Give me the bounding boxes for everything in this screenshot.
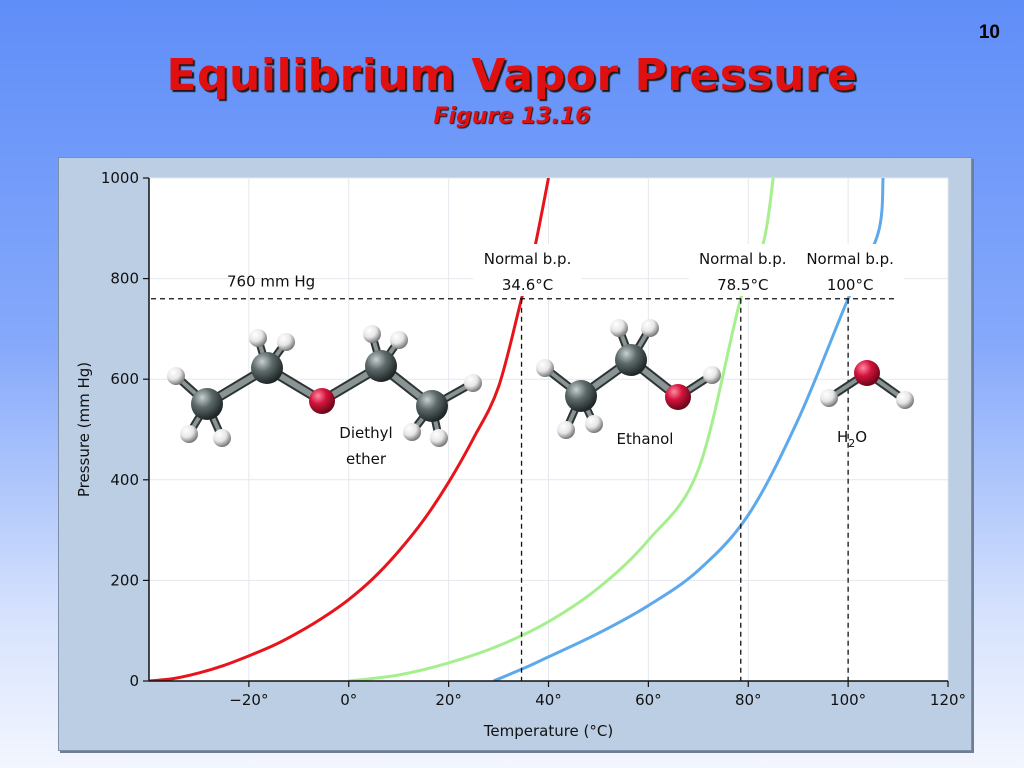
molecule-label-water: H2O [837,428,867,450]
hydrogen-atom [180,425,198,443]
molecule-label-ethanol: Ethanol [617,430,674,448]
hydrogen-atom [703,366,721,384]
boiling-point-label-line1: Normal b.p. [806,250,894,268]
hydrogen-atom [464,374,482,392]
tick-labels: 0 200 400 600 800 1000 −20° 0° 20° 40° 60° 80° 100° 1… [75,169,966,740]
molecule-label-water-sub: 2 [848,437,855,450]
y-tick-label: 400 [110,471,139,489]
x-tick-label: 0° [340,691,357,709]
series-line-0 [149,178,550,681]
boiling-point-label-line2: 78.5°C [717,276,768,294]
boiling-point-label-line2: 100°C [827,276,874,294]
molecules [167,319,914,447]
boiling-point-label-bg [473,244,582,296]
annotations: 760 mm Hg Normal b.p. 34.6°C Normal b.p. 78.… [227,244,905,468]
carbon-atom [251,352,283,384]
y-tick-label: 0 [129,672,139,690]
vapor-pressure-chart: 0 200 400 600 800 1000 −20° 0° 20° 40° 60° 80° 100° 1… [75,169,966,740]
x-tick-label: 20° [435,691,462,709]
hydrogen-atom [641,319,659,337]
hydrogen-atom [277,333,295,351]
hydrogen-atom [390,331,408,349]
x-tick-label: 40° [535,691,562,709]
hydrogen-atom [820,389,838,407]
y-tick-label: 1000 [101,169,139,187]
slide-number: 10 [978,22,1000,43]
y-tick-label: 200 [110,571,139,589]
hydrogen-atom [249,329,267,347]
molecule-label-water-o: O [855,428,867,446]
hydrogen-atom [536,359,554,377]
hydrogen-atom [585,415,603,433]
carbon-atom [191,388,223,420]
molecule-label-diethyl-line2: ether [346,450,387,468]
boiling-point-label-line1: Normal b.p. [484,250,572,268]
carbon-atom [565,380,597,412]
hydrogen-atom [167,367,185,385]
figure-panel: 0 200 400 600 800 1000 −20° 0° 20° 40° 60° 80° 100° 1… [58,157,972,751]
y-tick-label: 800 [110,270,139,288]
x-tick-label: 100° [830,691,866,709]
hydrogen-atom [610,319,628,337]
oxygen-atom [665,384,691,410]
axes [143,177,949,687]
oxygen-atom [309,388,335,414]
slide-title: Equilibrium Vapor Pressure [166,50,858,101]
hydrogen-atom [430,429,448,447]
reference-line-label: 760 mm Hg [227,273,315,291]
y-axis-label: Pressure (mm Hg) [75,362,93,497]
molecule-label-water-h: H [837,428,848,446]
carbon-atom [416,390,448,422]
molecule-label-diethyl-line1: Diethyl [339,424,392,442]
hydrogen-atom [363,325,381,343]
x-tick-label: 60° [635,691,662,709]
boiling-point-label-bg [688,244,797,296]
hydrogen-atom [403,423,421,441]
slide-subtitle: Figure 13.16 [433,104,591,129]
boiling-point-label-bg [796,244,905,296]
hydrogen-atom [557,421,575,439]
hydrogen-atom [213,429,231,447]
y-tick-label: 600 [110,370,139,388]
boiling-point-label-line1: Normal b.p. [699,250,787,268]
carbon-atom [615,344,647,376]
x-tick-label: 80° [735,691,762,709]
guide-lines [151,298,899,681]
boiling-point-label-line2: 34.6°C [502,276,553,294]
x-axis-label: Temperature (°C) [483,722,613,740]
hydrogen-atom [896,391,914,409]
oxygen-atom [854,360,880,386]
x-tick-label: −20° [229,691,268,709]
carbon-atom [365,350,397,382]
x-tick-label: 120° [930,691,966,709]
